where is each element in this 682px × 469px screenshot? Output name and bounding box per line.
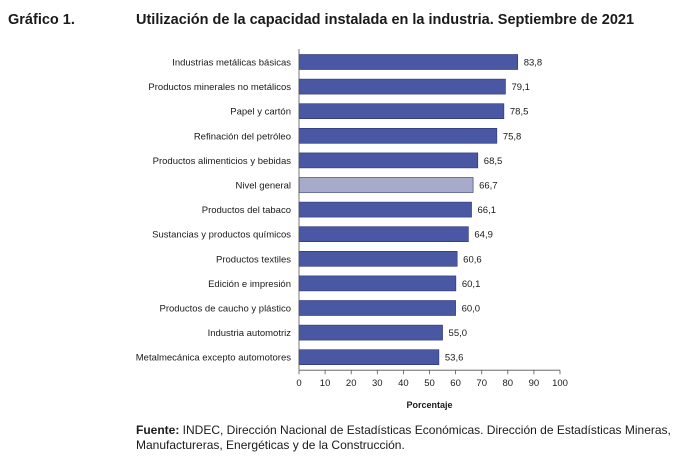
bar xyxy=(298,226,469,242)
x-tick-label: 10 xyxy=(320,378,331,389)
value-label: 78,5 xyxy=(510,107,529,118)
category-label: Productos alimenticios y bebidas xyxy=(153,156,292,167)
figure-label: Gráfico 1. xyxy=(8,12,75,28)
bar xyxy=(298,78,506,95)
bar xyxy=(298,152,479,169)
bar xyxy=(298,54,519,70)
bar xyxy=(298,349,440,366)
bar xyxy=(298,275,457,292)
source-text: INDEC, Dirección Nacional de Estadística… xyxy=(136,423,671,452)
x-tick-label: 60 xyxy=(450,378,461,389)
x-tick-label: 90 xyxy=(529,378,540,389)
bar xyxy=(298,251,458,267)
category-label: Industrias metálicas básicas xyxy=(172,58,291,69)
bar xyxy=(298,128,498,144)
chart-title: Utilización de la capacidad instalada en… xyxy=(136,12,635,28)
value-label: 53,6 xyxy=(445,353,464,364)
x-axis-title: Porcentaje xyxy=(406,400,452,410)
value-label: 79,1 xyxy=(511,82,530,93)
value-label: 68,5 xyxy=(484,156,503,167)
x-tick-label: 70 xyxy=(476,378,487,389)
x-tick-label: 40 xyxy=(398,378,409,389)
source-note: Fuente: INDEC, Dirección Nacional de Est… xyxy=(136,423,676,453)
category-label: Edición e impresión xyxy=(208,279,291,290)
category-label: Nivel general xyxy=(236,181,291,192)
source-label: Fuente: xyxy=(136,423,180,437)
bar-highlight xyxy=(298,177,474,193)
x-tick-label: 20 xyxy=(346,378,357,389)
value-label: 60,6 xyxy=(463,254,482,265)
x-tick-label: 30 xyxy=(372,378,383,389)
category-label: Productos del tabaco xyxy=(202,205,291,216)
category-label: Papel y cartón xyxy=(230,107,291,118)
bar xyxy=(298,300,456,316)
value-label: 66,1 xyxy=(478,205,497,216)
bar xyxy=(298,103,505,119)
category-label: Productos textiles xyxy=(216,254,291,265)
x-tick-label: 100 xyxy=(552,378,568,389)
value-label: 60,1 xyxy=(462,279,481,290)
x-tick-label: 50 xyxy=(424,378,435,389)
value-label: 66,7 xyxy=(479,181,498,192)
x-tick-label: 80 xyxy=(503,378,514,389)
category-label: Sustancias y productos químicos xyxy=(152,230,291,241)
bar-chart: Industrias metálicas básicas 83,8 Producto… xyxy=(136,49,568,410)
bar xyxy=(298,324,443,341)
category-label: Refinación del petróleo xyxy=(194,131,291,142)
value-label: 55,0 xyxy=(449,328,468,339)
category-label: Metalmecánica excepto automotores xyxy=(136,353,291,364)
x-tick-label: 0 xyxy=(296,378,301,389)
value-label: 83,8 xyxy=(524,58,543,69)
value-label: 60,0 xyxy=(462,304,481,315)
value-label: 75,8 xyxy=(503,131,522,142)
bar xyxy=(298,201,472,218)
value-label: 64,9 xyxy=(474,230,493,241)
category-label: Productos de caucho y plástico xyxy=(160,304,292,315)
category-label: Industria automotriz xyxy=(208,328,292,339)
category-label: Productos minerales no metálicos xyxy=(148,82,291,93)
